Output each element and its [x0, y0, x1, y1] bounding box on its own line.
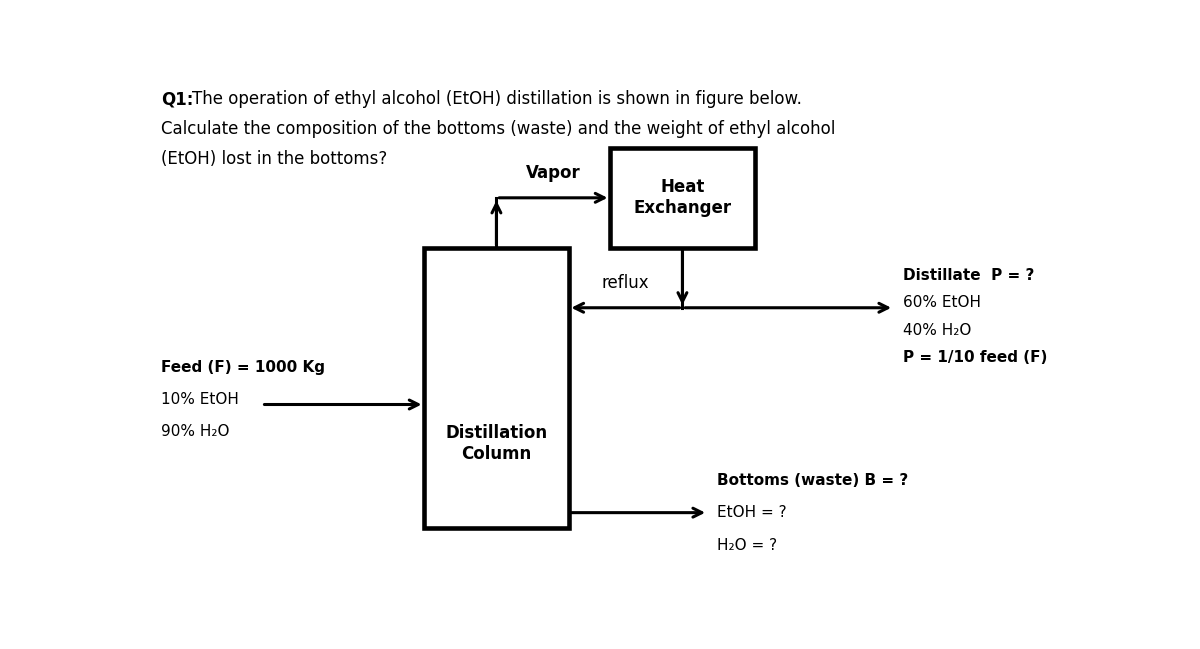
Text: Q1:: Q1:	[161, 90, 193, 108]
Text: Bottoms (waste) B = ?: Bottoms (waste) B = ?	[718, 472, 908, 487]
Text: P = 1/10 feed (F): P = 1/10 feed (F)	[904, 350, 1048, 365]
Text: (EtOH) lost in the bottoms?: (EtOH) lost in the bottoms?	[161, 151, 388, 168]
Text: reflux: reflux	[601, 274, 649, 292]
Text: Heat
Exchanger: Heat Exchanger	[634, 178, 732, 217]
Text: H₂O = ?: H₂O = ?	[718, 537, 778, 553]
Text: EtOH = ?: EtOH = ?	[718, 505, 787, 520]
Text: 40% H₂O: 40% H₂O	[904, 323, 972, 337]
Text: Distillate  P = ?: Distillate P = ?	[904, 268, 1034, 283]
Text: Calculate the composition of the bottoms (waste) and the weight of ethyl alcohol: Calculate the composition of the bottoms…	[161, 120, 835, 138]
Text: Distillation
Column: Distillation Column	[445, 424, 547, 463]
Text: 60% EtOH: 60% EtOH	[904, 295, 982, 310]
Text: The operation of ethyl alcohol (EtOH) distillation is shown in figure below.: The operation of ethyl alcohol (EtOH) di…	[192, 90, 802, 108]
Bar	[425, 248, 569, 528]
Bar	[611, 148, 755, 248]
Text: 90% H₂O: 90% H₂O	[161, 424, 229, 439]
Text: 10% EtOH: 10% EtOH	[161, 392, 239, 407]
Text: Feed (F) = 1000 Kg: Feed (F) = 1000 Kg	[161, 360, 325, 374]
Text: Vapor: Vapor	[526, 164, 581, 182]
